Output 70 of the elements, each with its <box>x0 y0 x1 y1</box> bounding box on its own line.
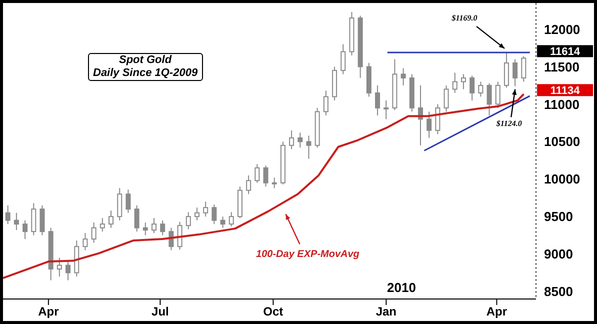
candlestick <box>478 81 484 98</box>
candlestick <box>117 188 122 221</box>
candlestick <box>495 81 500 108</box>
y-tick-label: 10500 <box>544 134 580 150</box>
candlestick <box>160 220 166 236</box>
candlestick <box>194 207 200 221</box>
annotation: 11614 <box>550 46 581 58</box>
candlestick <box>254 164 260 184</box>
candlestick <box>272 177 277 189</box>
candlestick <box>504 52 509 88</box>
candlestick <box>512 58 518 87</box>
candlestick <box>203 201 208 218</box>
x-tick-label: Oct <box>263 304 284 319</box>
candlestick <box>435 104 440 135</box>
candlestick <box>452 72 458 94</box>
y-tick-label: 9500 <box>544 209 573 224</box>
y-tick-label: 10000 <box>544 172 580 187</box>
annotation: 2010 <box>387 280 416 295</box>
candlestick <box>298 132 303 148</box>
candlestick <box>56 257 62 278</box>
candlestick <box>82 232 88 251</box>
candlestick <box>177 221 182 250</box>
y-tick-label: 12000 <box>544 22 580 37</box>
candlestick <box>384 100 389 120</box>
candlestick <box>22 220 28 240</box>
candlestick <box>40 204 45 236</box>
annotation: $1124.0 <box>495 119 522 128</box>
line-series <box>3 93 525 280</box>
candlestick <box>486 82 492 116</box>
candlestick <box>212 204 217 225</box>
candlestick <box>220 216 226 228</box>
x-tick-label: Apr <box>486 304 508 319</box>
y-tick-label: 8500 <box>544 284 573 300</box>
x-tick-label: Jan <box>376 304 397 319</box>
candlestick <box>306 135 312 160</box>
candlestick <box>375 84 380 116</box>
candlestick <box>142 222 148 236</box>
candlestick <box>66 261 71 281</box>
candlestick <box>228 212 234 227</box>
candlestick <box>14 212 19 231</box>
y-tick-label: 11500 <box>544 59 580 74</box>
candlestick <box>246 174 252 195</box>
candlestick <box>134 204 140 232</box>
candlestick <box>444 84 449 112</box>
candlestick <box>521 56 526 82</box>
text: Daily Since 1Q-2009 <box>93 67 198 80</box>
y-tick-label: 11000 <box>544 96 580 112</box>
candlestick <box>426 111 432 138</box>
candlestick <box>263 165 268 188</box>
candlestick <box>400 68 406 86</box>
text: Spot Gold <box>118 54 173 67</box>
candlestick <box>5 204 10 225</box>
x-tick-label: Apr <box>38 304 60 319</box>
y-tick-label: 9000 <box>544 246 573 262</box>
annotation: $1169.0 <box>450 13 478 22</box>
x-tick-label: Jul <box>152 304 169 319</box>
candlestick <box>460 74 466 90</box>
candlestick <box>323 90 328 116</box>
candlestick <box>91 222 96 244</box>
candlestick <box>151 218 156 234</box>
text: 100-Day EXP-MovAvg <box>256 249 360 260</box>
annotation: 11134 <box>550 85 581 98</box>
candlestick <box>186 212 191 230</box>
candlestick <box>108 210 114 228</box>
candlestick <box>340 44 346 75</box>
candlestick <box>470 75 475 101</box>
candlestick <box>100 218 105 232</box>
candlestick <box>31 202 36 236</box>
candlestick <box>126 189 131 214</box>
candlestick <box>289 130 294 150</box>
